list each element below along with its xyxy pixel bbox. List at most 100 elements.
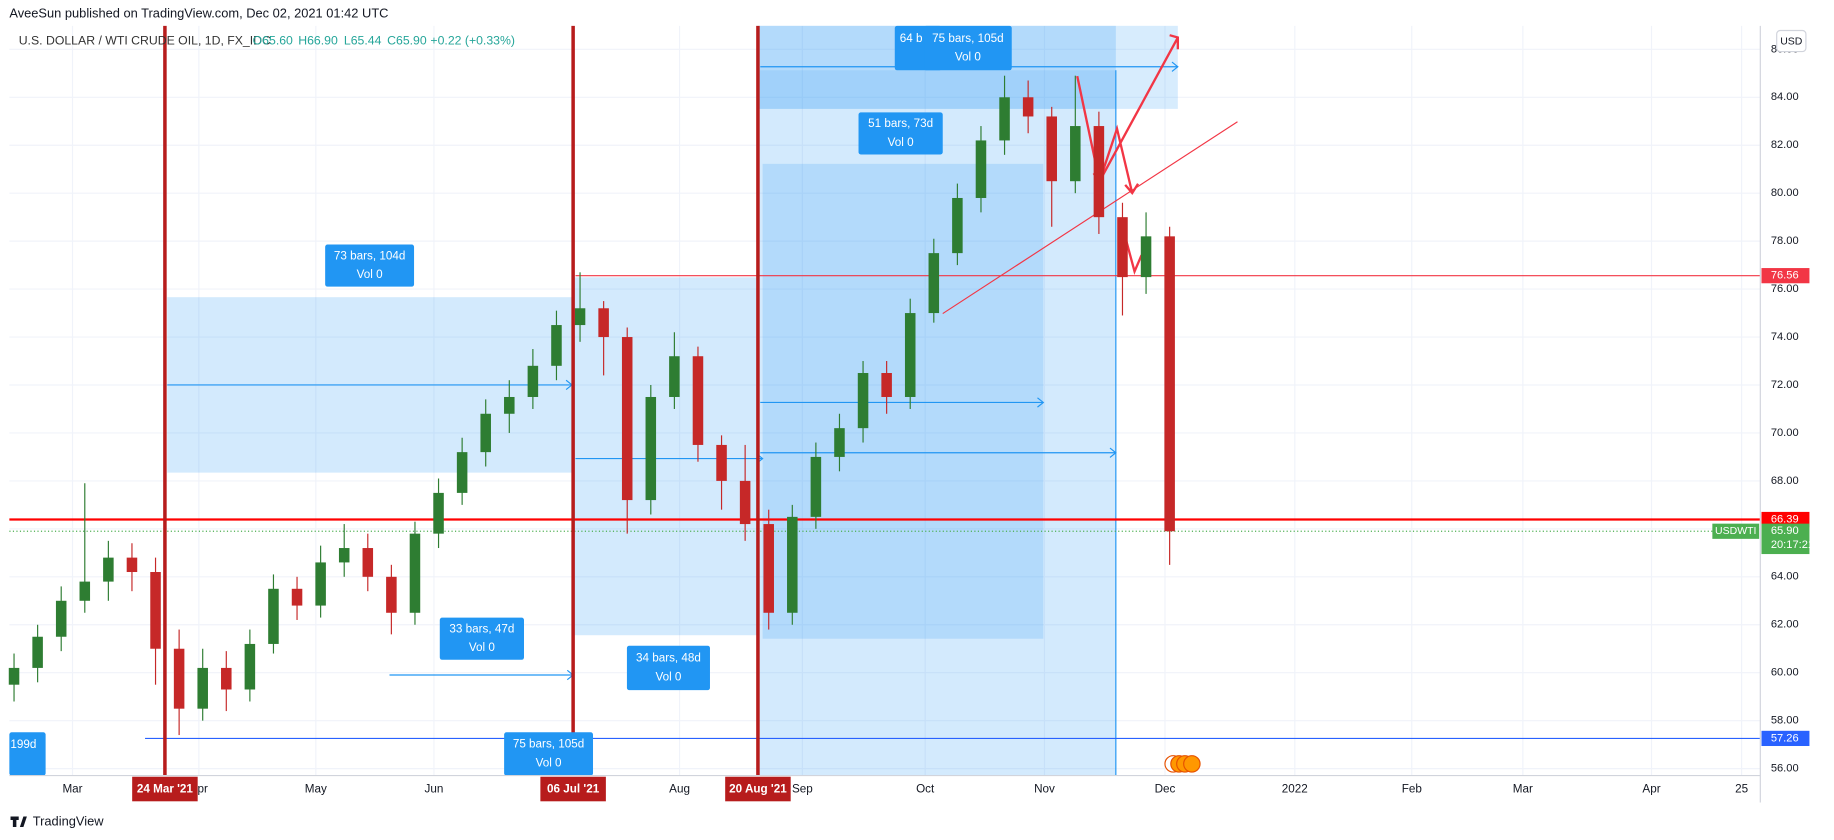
y-tick-label: 78.00 <box>1771 235 1799 247</box>
range-volume: Vol 0 <box>955 51 981 64</box>
ohlc-open: O65.60 <box>253 33 293 47</box>
range-label-box <box>924 25 1012 71</box>
symbol-tag: USDWTI <box>1715 525 1756 537</box>
arrow-head <box>1171 61 1179 72</box>
y-tick-label: 82.00 <box>1771 139 1799 151</box>
event-icon[interactable] <box>1183 755 1201 773</box>
overlay: 24 Mar '21 06 Jul '21 20 Aug '21 73 bars, 1… <box>9 25 1814 802</box>
price-label-box <box>1761 511 1810 528</box>
range-label-box <box>504 732 594 776</box>
ohlc-change: +0.22 (+0.33%) <box>430 33 515 47</box>
candle-body <box>763 524 774 613</box>
x-tick-label: Feb <box>1402 783 1423 796</box>
brand: TradingView <box>33 814 104 829</box>
y-tick-label: 84.00 <box>1771 91 1799 103</box>
range-label-box <box>858 112 943 155</box>
candle-body <box>126 557 138 573</box>
candle-body <box>1070 126 1081 182</box>
range-volume: Vol 0 <box>357 268 383 281</box>
range-label: 33 bars, 47d <box>449 622 514 635</box>
publisher: AveeSun published on TradingView.com, De… <box>9 6 388 21</box>
range-label-box <box>626 645 710 691</box>
marker-badge <box>725 776 791 802</box>
y-tick-label: 68.00 <box>1771 475 1799 487</box>
x-tick-label: Dec <box>1155 783 1176 796</box>
marker-label: 24 Mar '21 <box>137 783 194 796</box>
candle-body <box>645 396 657 501</box>
price-label: 57.26 <box>1771 732 1799 744</box>
y-tick-label: 58.00 <box>1771 715 1799 727</box>
candle-body <box>692 356 704 445</box>
trend-line <box>942 121 1238 315</box>
candle-body <box>551 325 562 366</box>
y-tick-label: 62.00 <box>1771 619 1799 631</box>
range-volume: Vol 0 <box>536 756 562 769</box>
candle-body <box>527 365 539 397</box>
y-tick-label: 64.00 <box>1771 571 1799 583</box>
range-volume: Vol 0 <box>655 670 681 683</box>
x-tick-label: 2022 <box>1282 783 1308 796</box>
x-tick-label: Apr <box>1642 783 1660 796</box>
range-label: 51 bars, 73d <box>868 117 933 130</box>
candle-body <box>574 308 586 326</box>
x-tick-label: May <box>305 783 327 796</box>
ohlc-low: L65.44 <box>344 33 382 47</box>
range-label-box <box>9 732 46 776</box>
date-range <box>762 163 1044 639</box>
candle-body <box>669 356 680 397</box>
candle-body <box>55 600 67 637</box>
candle-body <box>338 548 350 563</box>
candle-body <box>173 648 185 709</box>
candle-body <box>197 667 208 709</box>
candle-body <box>716 444 727 481</box>
x-tick-label: Oct <box>916 783 935 796</box>
candle-body <box>1140 236 1152 278</box>
price-label-box <box>1761 730 1810 747</box>
ohlc-close: C65.90 <box>387 33 427 47</box>
price-label-box <box>1761 268 1810 284</box>
grid: 56.0058.0060.0062.0064.0066.0068.0070.00… <box>9 25 1799 796</box>
y-tick-label: 60.00 <box>1771 667 1799 679</box>
candle-body <box>857 373 869 429</box>
range-label: 75 bars, 105d <box>513 738 584 751</box>
x-tick-label: Sep <box>792 783 813 796</box>
candle-body <box>810 456 822 517</box>
range-label: 73 bars, 104d <box>334 249 405 262</box>
currency: USD <box>1780 35 1803 47</box>
y-tick-label: 72.00 <box>1771 379 1799 391</box>
y-tick-label: 74.00 <box>1771 331 1799 343</box>
y-tick-label: 80.00 <box>1771 187 1799 199</box>
candle-body <box>952 197 963 254</box>
candle-body <box>244 643 256 690</box>
candle-body <box>291 588 303 606</box>
price-label: 76.56 <box>1771 270 1799 282</box>
candle-body <box>103 557 114 582</box>
x-tick-label: Aug <box>669 783 690 796</box>
candle-body <box>999 97 1010 141</box>
range-volume: Vol 0 <box>888 136 914 149</box>
candle-body <box>433 492 444 534</box>
candle-body <box>975 140 987 198</box>
range-label: 34 bars, 48d <box>636 652 701 665</box>
candle-body <box>1022 97 1034 117</box>
candle-body <box>1093 126 1105 218</box>
brand-logo <box>10 816 27 828</box>
candle-body <box>787 516 798 613</box>
candles <box>8 75 1175 736</box>
currency-badge[interactable] <box>1776 29 1807 53</box>
candle-body <box>881 373 892 397</box>
marker-badge <box>540 776 606 802</box>
price-label-box <box>1761 523 1810 555</box>
price-label: 65.90 <box>1771 525 1799 537</box>
candle-body <box>409 533 421 613</box>
candle-body <box>268 588 279 644</box>
candle-body <box>1164 236 1175 532</box>
candle-body <box>79 581 91 601</box>
range-label: 199d <box>10 738 36 751</box>
marker-label: 06 Jul '21 <box>547 783 600 796</box>
candle-body <box>928 253 940 314</box>
arrow-head <box>1109 447 1117 458</box>
y-tick-label: 76.00 <box>1771 283 1799 295</box>
